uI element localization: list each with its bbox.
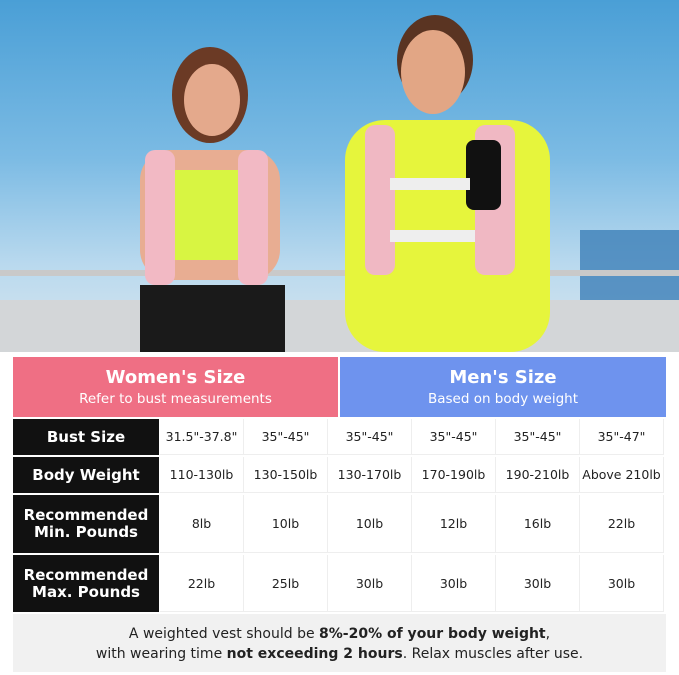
usage-note: A weighted vest should be 8%-20% of your… [13,614,666,672]
table-cell: 30lb [496,555,580,612]
table-row: Recommended Max. Pounds 22lb 25lb 30lb 30lb 3… [13,555,666,612]
row-label: Body Weight [13,457,159,493]
note-bold: 8%-20% of your body weight [319,626,546,642]
table-row: Bust Size 31.5"-37.8" 35"-45" 35"-45" 35"-45… [13,419,666,455]
table-cell: 35"-45" [496,419,580,455]
table-cell: Above 210lb [580,457,664,493]
table-cell: 16lb [496,495,580,553]
table-cell: 130-150lb [244,457,328,493]
table-row: Body Weight 110-130lb 130-150lb 130-170lb 17… [13,457,666,493]
table-cell: 30lb [328,555,412,612]
note-text: with wearing time [95,646,227,662]
table-cell: 110-130lb [160,457,244,493]
table-cell: 170-190lb [412,457,496,493]
row-label: Recommended Max. Pounds [13,555,159,612]
table-cell: 35"-47" [580,419,664,455]
note-bold: not exceeding 2 hours [226,646,403,662]
table-cell: 22lb [580,495,664,553]
table-cell: 130-170lb [328,457,412,493]
table-cell: 35"-45" [328,419,412,455]
note-comma: , [545,626,551,642]
table-row: Recommended Min. Pounds 8lb 10lb 10lb 12lb 16… [13,495,666,553]
table-cell: 35"-45" [244,419,328,455]
table-cell: 31.5"-37.8" [160,419,244,455]
row-label: Recommended Min. Pounds [13,495,159,553]
table-cell: 10lb [244,495,328,553]
table-cell: 12lb [412,495,496,553]
mens-size-header: Men's Size Based on body weight [340,357,666,417]
note-text: A weighted vest should be [128,626,320,642]
row-label: Bust Size [13,419,159,455]
table-cell: 35"-45" [412,419,496,455]
table-cell: 190-210lb [496,457,580,493]
table-cell: 22lb [160,555,244,612]
womens-size-header: Women's Size Refer to bust measurements [13,357,338,417]
runners-illustration [0,15,679,352]
table-cell: 10lb [328,495,412,553]
product-photo [0,0,679,352]
mens-subtitle: Based on body weight [427,391,579,407]
mens-title: Men's Size [449,367,557,388]
womens-title: Women's Size [105,367,246,388]
womens-subtitle: Refer to bust measurements [79,391,272,407]
table-cell: 8lb [160,495,244,553]
table-cell: 30lb [412,555,496,612]
table-cell: 25lb [244,555,328,612]
table-cell: 30lb [580,555,664,612]
note-text: . Relax muscles after use. [402,646,584,662]
